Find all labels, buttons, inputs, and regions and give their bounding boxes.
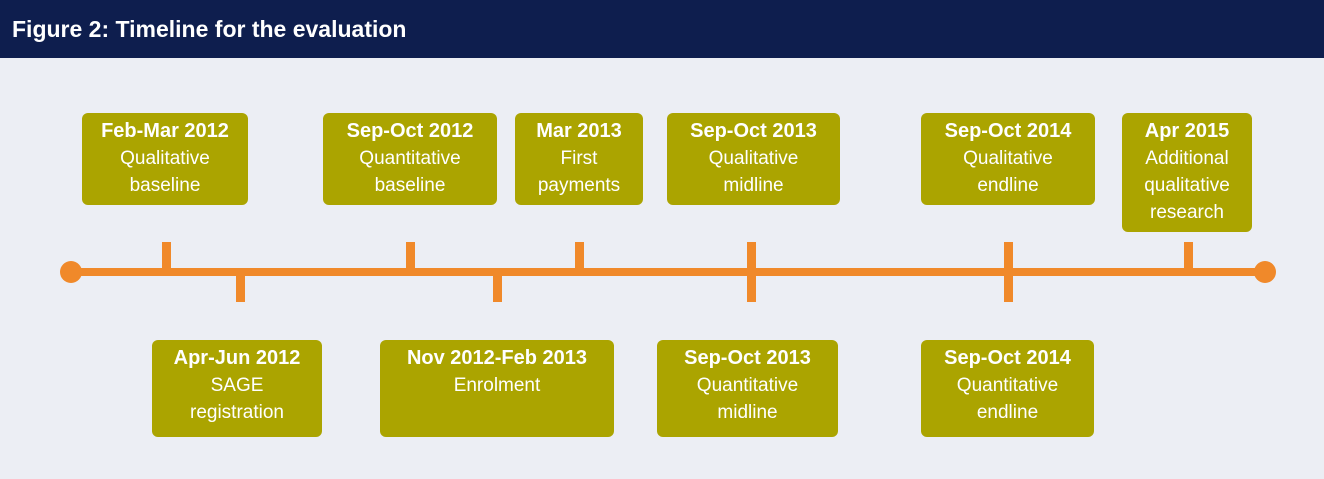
event-label: Quantitative [956, 375, 1059, 396]
event-date: Sep-Oct 2014 [944, 347, 1071, 369]
event-label: Qualitative [963, 148, 1053, 169]
event-box: Apr 2015 Additional qualitative research [1122, 113, 1252, 232]
event-date: Sep-Oct 2013 [690, 120, 817, 142]
event-label: endline [976, 402, 1039, 423]
event-tick [575, 242, 584, 272]
event-label: midline [717, 402, 778, 423]
event-date: Mar 2013 [536, 120, 622, 142]
event-tick [1184, 242, 1193, 272]
event-date: Sep-Oct 2013 [684, 347, 811, 369]
figure-title: Figure 2: Timeline for the evaluation [0, 0, 1324, 58]
event-date: Sep-Oct 2014 [944, 120, 1072, 142]
event-box: Sep-Oct 2012 Quantitative baseline [323, 113, 497, 205]
event-label: Enrolment [453, 375, 541, 396]
event-box: Nov 2012-Feb 2013 Enrolment [380, 340, 614, 437]
event-date: Nov 2012-Feb 2013 [406, 347, 588, 369]
event-box: Mar 2013 First payments [515, 113, 643, 205]
event-date: Sep-Oct 2012 [346, 120, 474, 142]
event-label: baseline [129, 175, 201, 196]
axis-end-dot [1254, 261, 1276, 283]
axis-start-dot [60, 261, 82, 283]
event-tick [1004, 242, 1013, 302]
event-label: Qualitative [120, 148, 210, 169]
event-tick [747, 242, 756, 302]
event-box: Sep-Oct 2014 Qualitative endline [921, 113, 1095, 205]
event-label: endline [977, 175, 1039, 196]
event-label: SAGE [210, 375, 264, 396]
event-label: Quantitative [696, 375, 799, 396]
event-label: registration [190, 402, 284, 423]
event-label: Additional [1145, 148, 1229, 169]
event-label: qualitative [1144, 175, 1230, 196]
event-label: Quantitative [359, 148, 461, 169]
event-date: Feb-Mar 2012 [101, 120, 229, 142]
timeline-axis [70, 268, 1265, 276]
event-label: Qualitative [708, 148, 799, 169]
event-tick [406, 242, 415, 272]
event-box: Sep-Oct 2013 Qualitative midline [667, 113, 840, 205]
event-label: midline [723, 175, 784, 196]
event-box: Sep-Oct 2013 Quantitative midline [657, 340, 838, 437]
event-date: Apr 2015 [1144, 120, 1230, 142]
event-box: Apr-Jun 2012 SAGE registration [152, 340, 322, 437]
event-tick [236, 272, 245, 302]
event-box: Sep-Oct 2014 Quantitative endline [921, 340, 1094, 437]
event-label: payments [537, 175, 621, 196]
event-tick [162, 242, 171, 272]
event-label: First [560, 148, 598, 169]
event-tick [493, 272, 502, 302]
event-label: research [1150, 202, 1224, 223]
event-date: Apr-Jun 2012 [173, 347, 301, 369]
event-box: Feb-Mar 2012 Qualitative baseline [82, 113, 248, 205]
event-label: baseline [374, 175, 446, 196]
